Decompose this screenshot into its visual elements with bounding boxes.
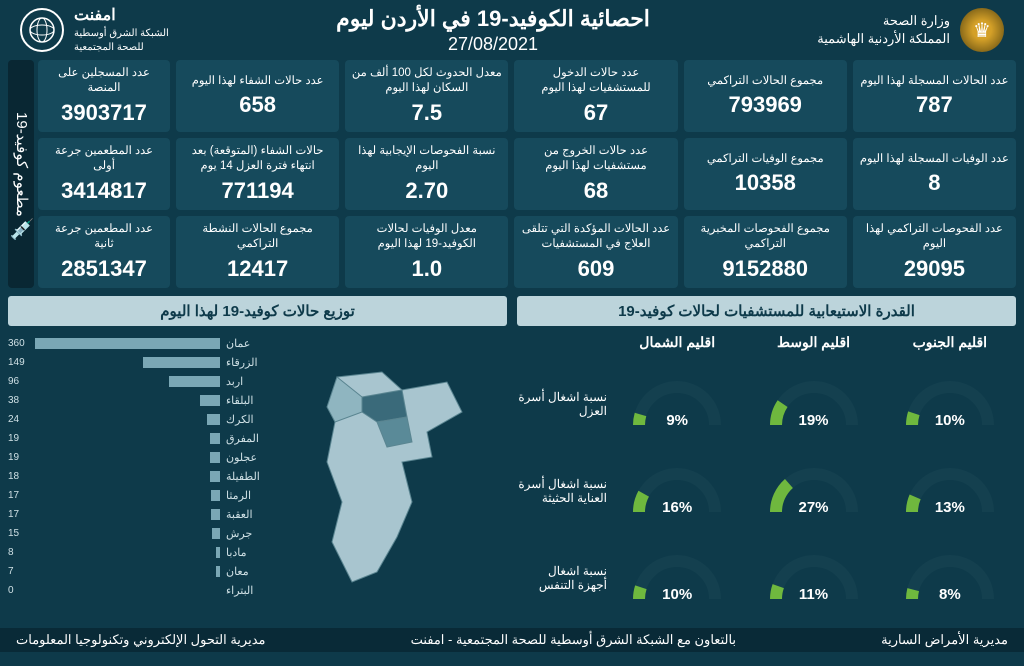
bar-row: الرمثا 17 bbox=[8, 486, 268, 505]
region-header: اقليم الشمال bbox=[611, 334, 743, 358]
stat-label: عدد حالات الشفاء لهذا اليوم bbox=[192, 74, 324, 89]
stat-value: 8 bbox=[928, 170, 940, 196]
stat-box: نسبة الفحوصات الإيجابية لهذا اليوم 2.70 bbox=[345, 138, 508, 210]
capacity-row-label: نسبة اشغال أسرة العزل bbox=[517, 362, 607, 445]
stat-label: عدد الحالات المسجلة لهذا اليوم bbox=[860, 74, 1008, 89]
stat-label: عدد الوفيات المسجلة لهذا اليوم bbox=[860, 152, 1009, 167]
region-header: اقليم الجنوب bbox=[884, 334, 1016, 358]
stat-box: مجموع الفحوصات المخبرية التراكمي 9152880 bbox=[684, 216, 847, 288]
report-date: 27/08/2021 bbox=[169, 34, 817, 55]
vaccine-sidebar-label: 💉 مطعوم كوفيد-19 bbox=[8, 60, 34, 288]
bar-row: معان 7 bbox=[8, 562, 268, 581]
stat-value: 10358 bbox=[735, 170, 796, 196]
stat-box: معدل الوفيات لحالات الكوفيد-19 لهذا اليو… bbox=[345, 216, 508, 288]
bar-row: الزرقاء 149 bbox=[8, 353, 268, 372]
region-header: اقليم الوسط bbox=[747, 334, 879, 358]
stat-label: مجموع الحالات النشطة التراكمي bbox=[182, 222, 333, 252]
footer: مديرية الأمراض السارية بالتعاون مع الشبك… bbox=[0, 628, 1024, 652]
distribution-bars: عمان 360الزرقاء 149اربد 96البلقاء 38الكر… bbox=[8, 334, 268, 620]
bar-row: الطفيلة 18 bbox=[8, 467, 268, 486]
jordan-map bbox=[276, 334, 507, 620]
network-line3: للصحة المجتمعية bbox=[74, 41, 169, 55]
capacity-row-label: نسبة اشغال أسرة العناية الحثيثة bbox=[517, 449, 607, 532]
header: ♛ وزارة الصحة المملكة الأردنية الهاشمية … bbox=[0, 0, 1024, 60]
network-block: امفنت الشبكة الشرق أوسطية للصحة المجتمعي… bbox=[20, 5, 169, 55]
bar-row: المفرق 19 bbox=[8, 429, 268, 448]
capacity-panel: القدرة الاستيعابية للمستشفيات لحالات كوف… bbox=[517, 296, 1016, 620]
ministry-block: ♛ وزارة الصحة المملكة الأردنية الهاشمية bbox=[817, 8, 1004, 52]
distribution-title: توزيع حالات كوفيد-19 لهذا اليوم bbox=[8, 296, 507, 326]
jordan-crest-icon: ♛ bbox=[960, 8, 1004, 52]
stat-label: معدل الوفيات لحالات الكوفيد-19 لهذا اليو… bbox=[351, 222, 502, 252]
bar-row: جرش 15 bbox=[8, 524, 268, 543]
stat-label: مجموع الحالات التراكمي bbox=[707, 74, 823, 89]
network-line1: امفنت bbox=[74, 5, 169, 27]
title-block: احصائية الكوفيد-19 في الأردن ليوم 27/08/… bbox=[169, 6, 817, 55]
vaccine-stat-box: عدد المطعمين جرعة أولى3414817 bbox=[38, 138, 170, 210]
distribution-panel: توزيع حالات كوفيد-19 لهذا اليوم عمان 360… bbox=[8, 296, 507, 620]
stat-box: مجموع الحالات النشطة التراكمي 12417 bbox=[176, 216, 339, 288]
stat-value: 9152880 bbox=[722, 256, 808, 282]
stat-value: 793969 bbox=[729, 92, 802, 118]
stat-label: عدد الحالات المؤكدة التي تتلقى العلاج في… bbox=[520, 222, 671, 252]
stat-label: عدد الفحوصات التراكمي لهذا اليوم bbox=[859, 222, 1010, 252]
bar-row: البتراء 0 bbox=[8, 581, 268, 600]
stat-label: حالات الشفاء (المتوقعة) بعد انتهاء فترة … bbox=[182, 144, 333, 174]
gauge: 19% bbox=[747, 362, 879, 445]
bar-row: الكرك 24 bbox=[8, 410, 268, 429]
ministry-line1: وزارة الصحة bbox=[817, 12, 950, 30]
stat-label: مجموع الفحوصات المخبرية التراكمي bbox=[690, 222, 841, 252]
vaccine-column: عدد المسجلين على المنصة3903717عدد المطعم… bbox=[8, 60, 170, 288]
main-title: احصائية الكوفيد-19 في الأردن ليوم bbox=[169, 6, 817, 32]
stat-box: عدد الحالات المسجلة لهذا اليوم 787 bbox=[853, 60, 1016, 132]
stat-value: 68 bbox=[584, 178, 608, 204]
capacity-title: القدرة الاستيعابية للمستشفيات لحالات كوف… bbox=[517, 296, 1016, 326]
vaccine-stat-box: عدد المسجلين على المنصة3903717 bbox=[38, 60, 170, 132]
gauge: 9% bbox=[611, 362, 743, 445]
stat-box: مجموع الوفيات التراكمي 10358 bbox=[684, 138, 847, 210]
stat-label: نسبة الفحوصات الإيجابية لهذا اليوم bbox=[351, 144, 502, 174]
bar-row: مادبا 8 bbox=[8, 543, 268, 562]
ministry-line2: المملكة الأردنية الهاشمية bbox=[817, 30, 950, 48]
vaccine-stat-box: عدد المطعمين جرعة ثانية2851347 bbox=[38, 216, 170, 288]
bar-row: البلقاء 38 bbox=[8, 391, 268, 410]
stat-box: عدد حالات الخروج من مستشفيات لهذا اليوم 6… bbox=[514, 138, 677, 210]
stat-box: حالات الشفاء (المتوقعة) بعد انتهاء فترة … bbox=[176, 138, 339, 210]
bar-row: العقبة 17 bbox=[8, 505, 268, 524]
stat-box: عدد الفحوصات التراكمي لهذا اليوم 29095 bbox=[853, 216, 1016, 288]
stat-value: 787 bbox=[916, 92, 953, 118]
stat-label: عدد حالات الخروج من مستشفيات لهذا اليوم bbox=[520, 144, 671, 174]
lower-panels: القدرة الاستيعابية للمستشفيات لحالات كوف… bbox=[0, 288, 1024, 628]
capacity-row-label: نسبة اشغال أجهزة التنفس bbox=[517, 537, 607, 620]
stat-box: مجموع الحالات التراكمي 793969 bbox=[684, 60, 847, 132]
stat-value: 7.5 bbox=[412, 100, 443, 126]
stats-grid: عدد الحالات المسجلة لهذا اليوم 787 مجموع ا… bbox=[176, 60, 1016, 288]
syringe-icon: 💉 bbox=[9, 217, 33, 241]
stat-box: عدد حالات الشفاء لهذا اليوم 658 bbox=[176, 60, 339, 132]
stat-value: 2.70 bbox=[405, 178, 448, 204]
stat-label: معدل الحدوث لكل 100 ألف من السكان لهذا ا… bbox=[351, 66, 502, 96]
stats-area: عدد الحالات المسجلة لهذا اليوم 787 مجموع ا… bbox=[0, 60, 1024, 288]
stat-box: عدد الحالات المؤكدة التي تتلقى العلاج في… bbox=[514, 216, 677, 288]
bar-row: عجلون 19 bbox=[8, 448, 268, 467]
stat-value: 67 bbox=[584, 100, 608, 126]
stat-value: 771194 bbox=[222, 178, 294, 204]
bar-row: عمان 360 bbox=[8, 334, 268, 353]
stat-box: عدد الوفيات المسجلة لهذا اليوم 8 bbox=[853, 138, 1016, 210]
stat-value: 29095 bbox=[904, 256, 965, 282]
stat-value: 1.0 bbox=[412, 256, 443, 282]
stat-value: 658 bbox=[239, 92, 276, 118]
gauge: 10% bbox=[884, 362, 1016, 445]
footer-left: مديرية التحول الإلكتروني وتكنولوجيا المع… bbox=[16, 632, 266, 648]
bar-row: اربد 96 bbox=[8, 372, 268, 391]
stat-value: 12417 bbox=[227, 256, 288, 282]
stat-value: 609 bbox=[578, 256, 615, 282]
stat-label: مجموع الوفيات التراكمي bbox=[707, 152, 824, 167]
stat-label: عدد حالات الدخول للمستشفيات لهذا اليوم bbox=[520, 66, 671, 96]
stat-box: عدد حالات الدخول للمستشفيات لهذا اليوم 67 bbox=[514, 60, 677, 132]
network-line2: الشبكة الشرق أوسطية bbox=[74, 27, 169, 41]
globe-icon bbox=[20, 8, 64, 52]
stat-box: معدل الحدوث لكل 100 ألف من السكان لهذا ا… bbox=[345, 60, 508, 132]
